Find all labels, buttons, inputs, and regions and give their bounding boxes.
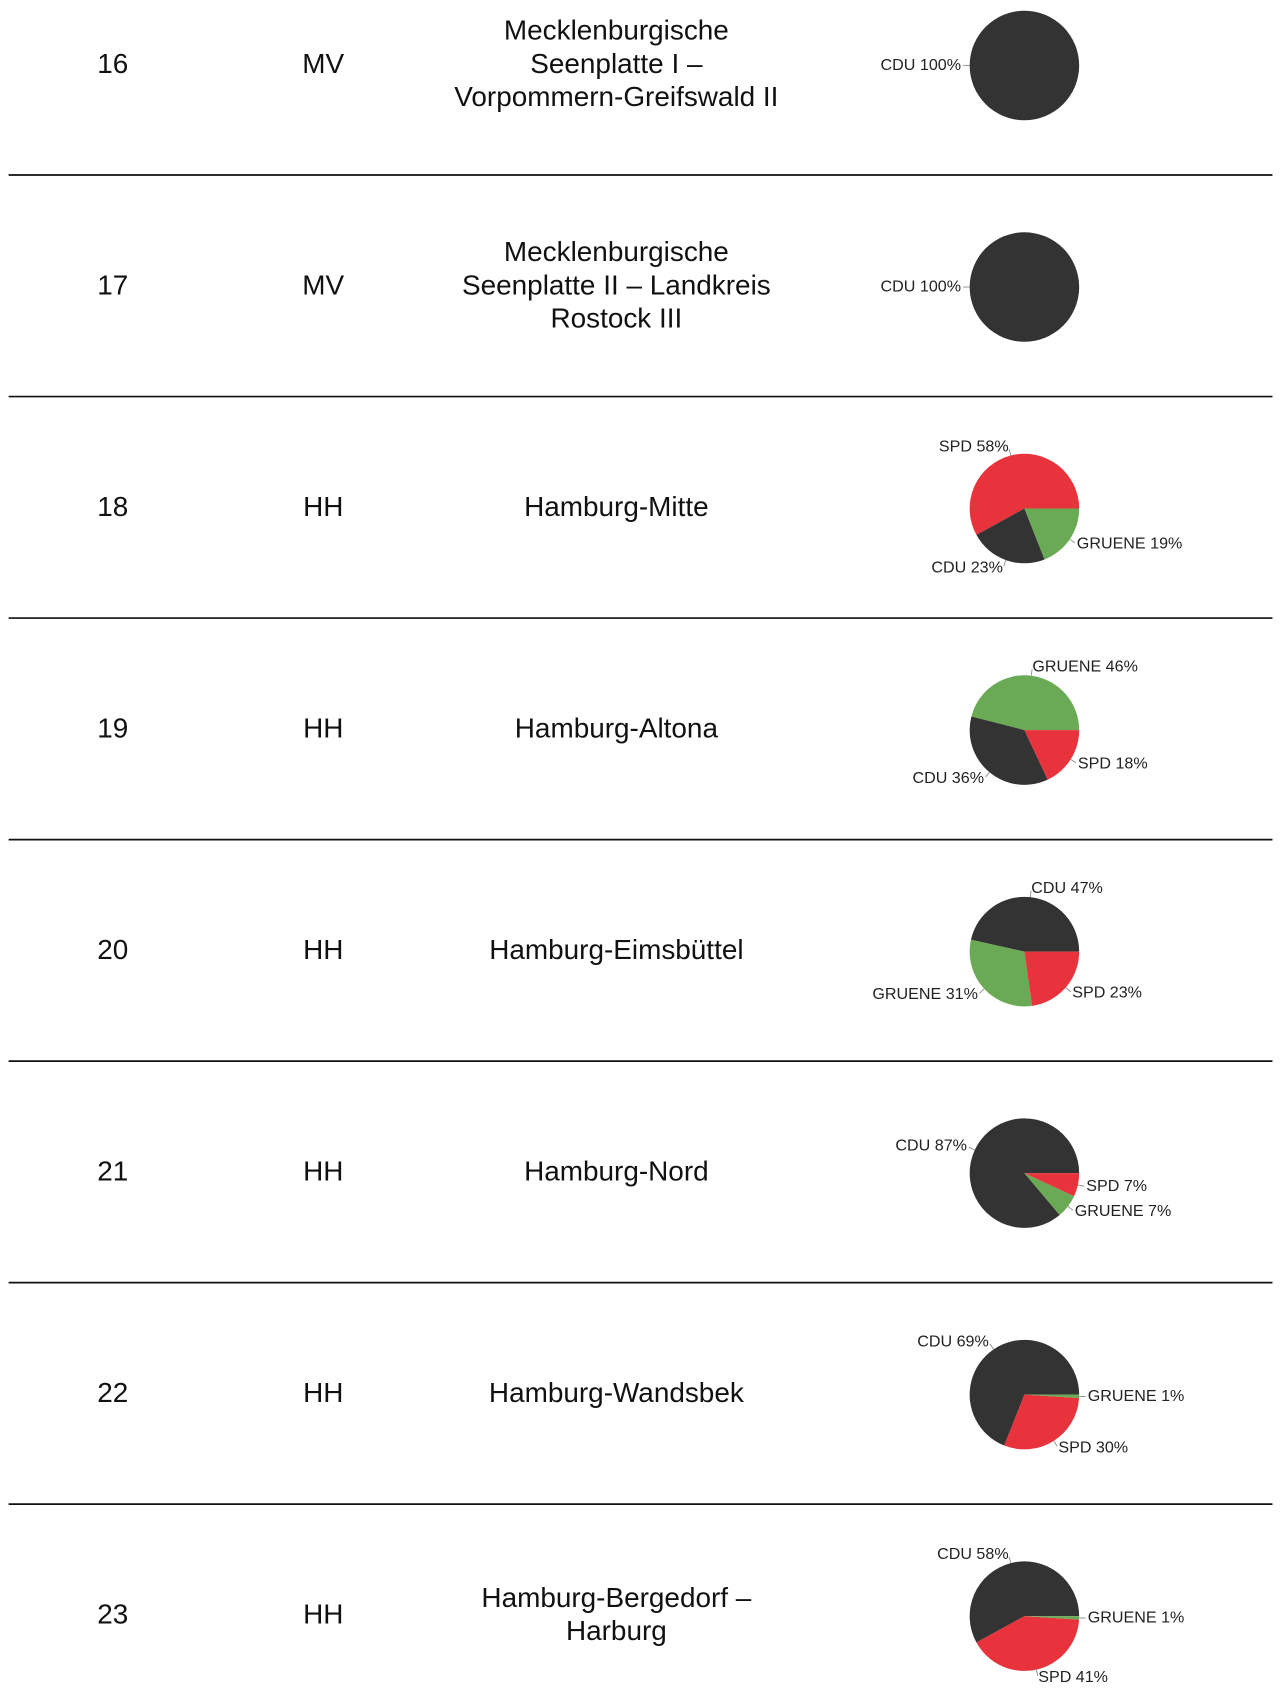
- pie-slice: [970, 896, 1080, 952]
- row-state: HH: [303, 1155, 343, 1186]
- row-number: 19: [97, 712, 128, 743]
- table-row: 22 HH Hamburg-Wandsbek CDU 69% SPD 30% GRUENE…: [97, 1332, 1184, 1456]
- pie-slice: [969, 1561, 1080, 1643]
- row-number: 16: [97, 48, 128, 79]
- leader-line: [968, 1146, 975, 1151]
- slice-label: CDU 100%: [881, 277, 962, 295]
- leader-line: [1053, 1440, 1058, 1447]
- pie-slice: [969, 232, 1080, 342]
- table-row: 18 HH Hamburg-Mitte SPD 58% CDU 23% GRUENE 19…: [97, 437, 1182, 576]
- row-name: Mecklenburgische: [504, 236, 729, 267]
- pie-slice: [969, 716, 1048, 785]
- row-state: HH: [303, 491, 343, 522]
- table-row: 21 HH Hamburg-Nord CDU 87% GRUENE 7% SPD 7%: [97, 1118, 1171, 1228]
- slice-label: GRUENE 1%: [1088, 1608, 1185, 1626]
- pie-slice: [1024, 1173, 1080, 1197]
- row-name: Harburg: [566, 1615, 667, 1646]
- pie-slice: [969, 939, 1033, 1007]
- pie-slice: [1024, 951, 1080, 1006]
- row-number: 17: [97, 269, 128, 300]
- row-name: Hamburg-Wandsbek: [489, 1377, 744, 1408]
- leader-line: [1069, 538, 1076, 544]
- leader-line: [1065, 987, 1071, 993]
- pie-slice: [971, 675, 1080, 731]
- row-name: Hamburg-Eimsbüttel: [489, 934, 743, 965]
- pie-slice: [976, 508, 1045, 564]
- table-row: 20 HH Hamburg-Eimsbüttel CDU 47% GRUENE 31% S…: [97, 879, 1142, 1007]
- row-number: 18: [97, 491, 128, 522]
- pie-slice: [969, 10, 1080, 121]
- leader-line: [985, 771, 990, 778]
- slice-label: CDU 69%: [917, 1332, 989, 1350]
- row-number: 21: [97, 1155, 128, 1186]
- row-state: HH: [303, 712, 343, 743]
- row-name: Hamburg-Altona: [515, 712, 719, 743]
- row-name: Hamburg-Bergedorf –: [481, 1582, 751, 1613]
- row-number: 22: [97, 1377, 128, 1408]
- row-state: MV: [302, 269, 344, 300]
- leader-line: [1029, 890, 1032, 898]
- slice-label: GRUENE 1%: [1088, 1387, 1185, 1405]
- slice-label: SPD 41%: [1038, 1668, 1108, 1686]
- slice-label: SPD 30%: [1058, 1438, 1128, 1456]
- pie-slice: [1024, 1173, 1075, 1216]
- slice-label: GRUENE 46%: [1032, 657, 1138, 675]
- slice-label: CDU 47%: [1031, 879, 1103, 897]
- slice-label: GRUENE 7%: [1075, 1202, 1172, 1220]
- row-name: Mecklenburgische: [504, 15, 729, 46]
- row-name: Seenplatte I –: [530, 48, 703, 79]
- slice-label: CDU 100%: [881, 56, 962, 74]
- row-name: Seenplatte II – Landkreis: [462, 269, 771, 300]
- pie-slice: [1024, 730, 1080, 780]
- leader-line: [989, 1343, 994, 1350]
- slice-label: SPD 23%: [1072, 983, 1142, 1001]
- row-name: Vorpommern-Greifswald II: [454, 81, 778, 112]
- row-state: HH: [303, 934, 343, 965]
- row-state: HH: [303, 1377, 343, 1408]
- pie-slice: [1024, 1394, 1080, 1399]
- row-name: Rostock III: [550, 303, 682, 334]
- leader-line: [1008, 1556, 1012, 1564]
- leader-line: [1003, 559, 1007, 567]
- pie-slice: [969, 1339, 1080, 1446]
- slice-label: CDU 23%: [931, 558, 1003, 576]
- leader-line: [1067, 1206, 1074, 1211]
- leader-line: [1070, 759, 1077, 764]
- table-row: 19 HH Hamburg-Altona GRUENE 46% CDU 36% SPD 1…: [97, 657, 1147, 787]
- slice-label: SPD 7%: [1086, 1177, 1147, 1195]
- leader-line: [979, 988, 985, 994]
- row-number: 23: [97, 1599, 128, 1630]
- row-state: HH: [303, 1599, 343, 1630]
- row-number: 20: [97, 934, 128, 965]
- row-name: Hamburg-Nord: [524, 1155, 709, 1186]
- row-state: MV: [302, 48, 344, 79]
- leader-line: [1008, 449, 1012, 456]
- slice-label: GRUENE 19%: [1077, 534, 1183, 552]
- slice-label: GRUENE 31%: [872, 985, 978, 1003]
- slice-label: CDU 36%: [912, 769, 984, 787]
- pie-slice: [1024, 1616, 1080, 1620]
- pie-slice: [1004, 1394, 1080, 1450]
- slice-label: CDU 87%: [895, 1137, 967, 1155]
- table-row: 23 HH Hamburg-Bergedorf –Harburg CDU 58% SPD…: [97, 1545, 1184, 1686]
- pie-slice: [1024, 508, 1080, 560]
- slice-label: SPD 58%: [939, 437, 1009, 455]
- slice-label: SPD 18%: [1078, 754, 1148, 772]
- slice-label: CDU 58%: [937, 1545, 1009, 1563]
- leader-line: [1035, 1669, 1039, 1676]
- row-name: Hamburg-Mitte: [524, 491, 709, 522]
- pie-slice: [969, 1118, 1080, 1228]
- pie-slice: [976, 1616, 1080, 1671]
- leader-line: [1077, 1184, 1085, 1187]
- pie-slice: [969, 453, 1080, 535]
- leader-line: [1030, 669, 1033, 676]
